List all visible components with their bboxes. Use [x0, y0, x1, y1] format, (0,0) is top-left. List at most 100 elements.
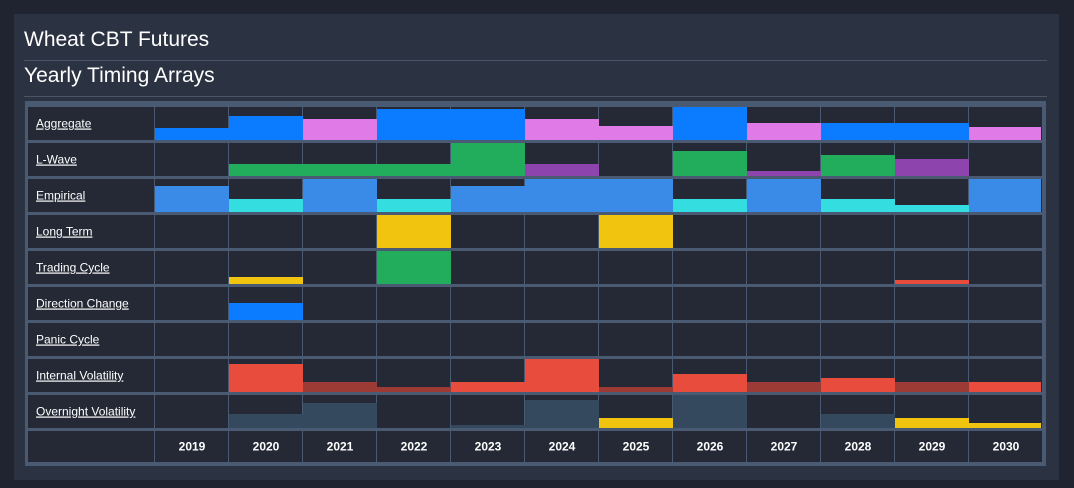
bar-l-wave-2029: [895, 159, 969, 176]
bar-empirical-2021: [303, 179, 377, 212]
grid-cell: [673, 251, 746, 284]
grid-cell: [155, 323, 228, 356]
grid-cell: [969, 287, 1042, 320]
grid-cell: [895, 287, 968, 320]
subtitle-divider: [24, 96, 1047, 97]
bar-aggregate-2024: [525, 119, 599, 140]
year-cell: [377, 431, 450, 462]
bar-overnight-volatility-2021: [303, 403, 377, 428]
bar-aggregate-2022: [377, 109, 451, 140]
grid-cell: [747, 143, 820, 176]
row-label-direction-change[interactable]: Direction Change: [36, 297, 129, 311]
year-label-2029: 2029: [919, 440, 946, 454]
year-label-2022: 2022: [401, 440, 428, 454]
grid-cell: [229, 215, 302, 248]
row-label-cell: [28, 287, 154, 320]
grid-cell: [451, 287, 524, 320]
grid-cell: [525, 323, 598, 356]
grid-cell: [599, 143, 672, 176]
row-label-aggregate[interactable]: Aggregate: [36, 117, 92, 131]
bar-empirical-2024: [525, 179, 599, 212]
grid-cell: [969, 143, 1042, 176]
year-label-2030: 2030: [993, 440, 1020, 454]
grid-cell: [747, 251, 820, 284]
grid-cell: [821, 215, 894, 248]
bar-trading-cycle-2020: [229, 277, 303, 284]
grid-cell: [451, 215, 524, 248]
row-label-empirical[interactable]: Empirical: [36, 189, 85, 203]
grid-cell: [155, 395, 228, 428]
row-label-overnight-volatility[interactable]: Overnight Volatility: [36, 405, 135, 419]
bar-aggregate-2027: [747, 123, 821, 140]
grid-cell: [599, 359, 672, 392]
bar-internal-volatility-2027: [747, 382, 821, 392]
bar-overnight-volatility-2025: [599, 418, 673, 428]
row-label-cell: [28, 143, 154, 176]
grid-cell: [895, 323, 968, 356]
row-label-trading-cycle[interactable]: Trading Cycle: [36, 261, 110, 275]
grid-cell: [673, 287, 746, 320]
year-cell: [969, 431, 1042, 462]
bar-aggregate-2030: [969, 127, 1041, 140]
bar-empirical-2030: [969, 179, 1041, 212]
bar-overnight-volatility-2020: [229, 414, 303, 428]
bar-empirical-2029: [895, 205, 969, 212]
grid-cell: [747, 323, 820, 356]
grid-cell: [525, 215, 598, 248]
grid-cell: [747, 287, 820, 320]
grid-cell: [821, 251, 894, 284]
grid-cell: [451, 251, 524, 284]
bar-aggregate-2028: [821, 123, 895, 140]
year-cell: [155, 431, 228, 462]
row-label-cell: [28, 107, 154, 140]
bar-overnight-volatility-2024: [525, 400, 599, 428]
bar-l-wave-2021: [303, 164, 377, 176]
year-label-2024: 2024: [549, 440, 576, 454]
bar-internal-volatility-2025: [599, 387, 673, 392]
bar-direction-change-2020: [229, 303, 303, 320]
row-label-cell: [28, 251, 154, 284]
year-label-2021: 2021: [327, 440, 354, 454]
grid-cell: [525, 287, 598, 320]
row-label-l-wave[interactable]: L-Wave: [36, 153, 77, 167]
title-divider: [24, 60, 1047, 61]
year-cell: [229, 431, 302, 462]
grid-cell: [969, 395, 1042, 428]
grid-cell: [303, 215, 376, 248]
grid-cell: [599, 251, 672, 284]
bar-empirical-2020: [229, 199, 303, 212]
year-cell: [747, 431, 820, 462]
row-label-panic-cycle[interactable]: Panic Cycle: [36, 333, 100, 347]
grid-cell: [229, 323, 302, 356]
row-label-long-term[interactable]: Long Term: [36, 225, 92, 239]
grid-cell: [673, 323, 746, 356]
grid-cell: [451, 323, 524, 356]
bar-aggregate-2029: [895, 123, 969, 140]
grid-cell: [303, 287, 376, 320]
bar-internal-volatility-2023: [451, 382, 525, 392]
bar-empirical-2025: [599, 179, 673, 212]
bar-overnight-volatility-2028: [821, 414, 895, 428]
bar-internal-volatility-2021: [303, 382, 377, 392]
bar-internal-volatility-2028: [821, 378, 895, 392]
year-cell: [303, 431, 376, 462]
bar-trading-cycle-2022: [377, 251, 451, 284]
grid-cell: [303, 323, 376, 356]
bar-internal-volatility-2024: [525, 359, 599, 392]
bar-internal-volatility-2029: [895, 382, 969, 392]
bar-l-wave-2028: [821, 155, 895, 176]
year-cell: [673, 431, 746, 462]
year-label-2025: 2025: [623, 440, 650, 454]
year-row-corner: [28, 431, 154, 462]
bar-internal-volatility-2020: [229, 364, 303, 392]
grid-cell: [969, 323, 1042, 356]
row-label-internal-volatility[interactable]: Internal Volatility: [36, 369, 123, 383]
bar-l-wave-2024: [525, 164, 599, 176]
bar-empirical-2019: [155, 186, 229, 212]
grid-cell: [895, 215, 968, 248]
grid-cell: [155, 359, 228, 392]
grid-cell: [747, 215, 820, 248]
bar-empirical-2022: [377, 199, 451, 212]
year-cell: [525, 431, 598, 462]
bar-internal-volatility-2026: [673, 374, 747, 392]
